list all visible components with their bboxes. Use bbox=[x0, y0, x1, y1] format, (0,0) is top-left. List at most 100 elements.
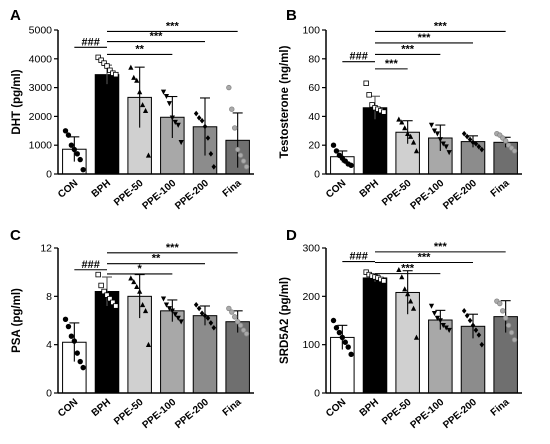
data-point bbox=[175, 122, 181, 128]
data-point bbox=[505, 322, 512, 329]
data-point bbox=[437, 318, 443, 324]
data-point bbox=[502, 138, 509, 144]
y-tick-label: 20 bbox=[308, 140, 320, 152]
data-point bbox=[80, 364, 86, 371]
data-point bbox=[431, 128, 438, 134]
data-point bbox=[508, 329, 515, 336]
y-tick-label: 3000 bbox=[29, 82, 53, 94]
data-point bbox=[65, 323, 72, 330]
data-point bbox=[169, 308, 175, 314]
y-tick-label: 12 bbox=[40, 243, 52, 255]
data-point bbox=[137, 288, 143, 294]
data-point bbox=[172, 312, 178, 318]
data-point bbox=[511, 337, 518, 343]
data-point bbox=[333, 325, 340, 331]
data-point bbox=[142, 107, 149, 113]
category-label: PPE-200 bbox=[173, 397, 211, 431]
category-label: BPH bbox=[358, 178, 381, 200]
data-point bbox=[473, 327, 479, 333]
data-point bbox=[339, 334, 346, 341]
category-label: CON bbox=[324, 397, 348, 420]
data-point bbox=[65, 132, 72, 138]
significance-label: ### bbox=[81, 259, 99, 271]
data-point bbox=[342, 339, 348, 345]
category-label: CON bbox=[56, 397, 80, 420]
data-point bbox=[172, 119, 178, 125]
data-point bbox=[107, 67, 113, 74]
data-point bbox=[98, 57, 104, 63]
y-axis-title: DHT (pg/ml) bbox=[11, 69, 23, 134]
data-point bbox=[71, 146, 78, 153]
data-point bbox=[234, 319, 241, 325]
y-tick-label: 0 bbox=[314, 388, 320, 400]
y-tick-label: 0 bbox=[314, 169, 320, 181]
data-point bbox=[104, 63, 110, 69]
data-point bbox=[408, 298, 414, 304]
data-point bbox=[131, 279, 137, 285]
significance-label: *** bbox=[166, 20, 180, 32]
data-point bbox=[464, 312, 470, 319]
data-point bbox=[175, 315, 181, 321]
data-point bbox=[145, 341, 152, 347]
data-point bbox=[211, 164, 217, 170]
y-tick-label: 100 bbox=[302, 339, 320, 351]
data-point bbox=[470, 322, 476, 329]
category-label: PPE-200 bbox=[173, 178, 211, 212]
y-tick-label: 1000 bbox=[29, 140, 53, 152]
data-point bbox=[134, 283, 140, 289]
significance-label: *** bbox=[434, 20, 448, 32]
data-point bbox=[196, 115, 202, 121]
data-point bbox=[476, 143, 482, 150]
data-point bbox=[434, 131, 440, 137]
data-point bbox=[434, 315, 440, 321]
data-point bbox=[140, 301, 146, 308]
data-point bbox=[104, 292, 110, 298]
panel-letter: B bbox=[286, 7, 297, 24]
data-point bbox=[98, 282, 104, 289]
data-point bbox=[467, 317, 473, 324]
data-point bbox=[348, 162, 354, 169]
panel-b: B Testosterone (ng/ml) 0 20 40 60 80 100 CON BPH P… bbox=[279, 7, 522, 212]
data-point bbox=[128, 64, 134, 70]
data-point bbox=[381, 278, 387, 284]
data-point bbox=[440, 141, 446, 147]
category-label: PPE-100 bbox=[141, 397, 179, 431]
data-point bbox=[137, 89, 143, 95]
data-point bbox=[226, 305, 232, 312]
data-point bbox=[229, 106, 235, 112]
significance-label: *** bbox=[166, 242, 180, 254]
significance-label: *** bbox=[434, 241, 448, 253]
data-point bbox=[166, 101, 172, 107]
data-point bbox=[405, 130, 411, 136]
significance-label: ### bbox=[81, 36, 99, 48]
data-point bbox=[232, 314, 238, 320]
category-label: Fina bbox=[221, 397, 244, 419]
data-point bbox=[229, 309, 235, 315]
data-point bbox=[80, 166, 86, 173]
significance-label: ### bbox=[349, 251, 367, 263]
data-point bbox=[410, 305, 417, 311]
data-point bbox=[178, 319, 184, 325]
data-point bbox=[437, 137, 443, 143]
category-label: PPE-100 bbox=[409, 178, 447, 212]
data-point bbox=[160, 89, 167, 95]
data-point bbox=[202, 123, 208, 130]
data-point bbox=[428, 303, 435, 309]
category-label: Fina bbox=[489, 397, 512, 419]
data-point bbox=[232, 125, 238, 131]
y-axis-title: PSA (pg/ml) bbox=[11, 288, 23, 353]
data-point bbox=[381, 109, 387, 115]
data-point bbox=[366, 92, 372, 98]
significance-label: *** bbox=[418, 32, 432, 44]
data-point bbox=[240, 158, 247, 164]
data-point bbox=[413, 334, 420, 340]
data-point bbox=[226, 84, 232, 91]
data-point bbox=[145, 152, 152, 158]
category-label: PPE-200 bbox=[441, 178, 479, 212]
y-tick-label: 40 bbox=[308, 111, 320, 123]
data-point bbox=[345, 344, 351, 350]
category-label: CON bbox=[324, 178, 348, 201]
data-point bbox=[467, 136, 473, 143]
data-point bbox=[110, 299, 116, 306]
